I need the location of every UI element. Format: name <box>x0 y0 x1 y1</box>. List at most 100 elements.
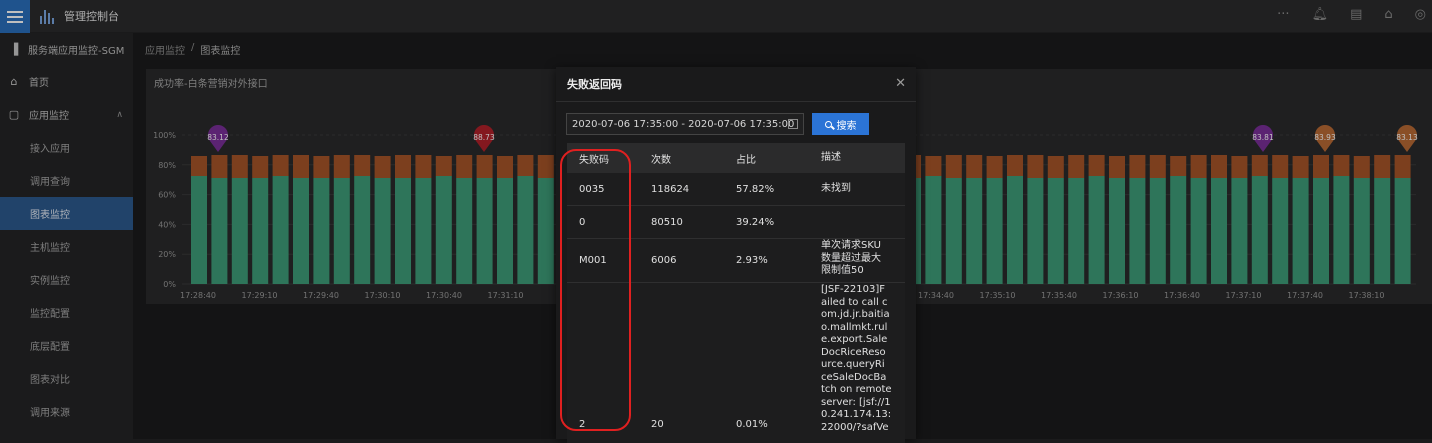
sidebar-item-host-monitor[interactable]: 主机监控 <box>0 230 133 263</box>
success-bar <box>374 178 391 284</box>
success-bar <box>966 178 983 284</box>
fail-bar <box>435 156 452 176</box>
marker-pin <box>208 125 228 152</box>
sidebar-item-base-config[interactable]: 底层配置 <box>0 329 133 362</box>
breadcrumb-root[interactable]: 应用监控 <box>145 46 185 57</box>
sidebar-item-home[interactable]: ⌂ 首页 <box>0 65 133 98</box>
filter-row: 2020-07-06 17:35:00 - 2020-07-06 17:35:0… <box>566 113 869 135</box>
menu-toggle-button[interactable] <box>0 0 30 33</box>
cell-desc <box>821 206 905 238</box>
success-bar <box>497 178 513 284</box>
success-bar <box>1394 178 1411 284</box>
bell-icon[interactable]: 🔔︎ <box>1311 7 1329 22</box>
x-tick-label: 17:31:10 <box>488 291 524 300</box>
marker-label: 83.93 <box>1314 133 1336 142</box>
modal-header: 失败返回码 <box>556 67 916 102</box>
x-tick-label: 17:34:40 <box>918 291 954 300</box>
fail-bar <box>1374 155 1391 178</box>
date-range-value: 2020-07-06 17:35:00 - 2020-07-06 17:35:0… <box>572 118 795 130</box>
marker-pin <box>474 125 494 152</box>
success-bar <box>945 178 962 284</box>
success-bar <box>1109 178 1125 284</box>
cell-code: M001 <box>579 255 607 266</box>
chevron-up-icon: ∧ <box>116 109 123 120</box>
sidebar-header-label: 服务端应用监控-SGM <box>28 45 125 57</box>
globe-icon[interactable]: ◎ <box>1414 7 1426 22</box>
sidebar-item-app-access[interactable]: 接入应用 <box>0 131 133 164</box>
sidebar-item-chart-monitor[interactable]: 图表监控 <box>0 197 133 230</box>
success-bar <box>517 176 534 284</box>
fail-bar <box>497 156 513 178</box>
x-tick-label: 17:37:10 <box>1226 291 1262 300</box>
shirt-icon[interactable]: ⌂ <box>1384 7 1393 22</box>
fail-bar <box>313 156 330 178</box>
fail-bar <box>1088 155 1105 176</box>
success-bar <box>211 178 228 284</box>
cell-desc: [JSF-22103]F ailed to call c om.jd.jr.ba… <box>821 283 905 443</box>
fail-bar <box>1313 155 1329 178</box>
column-header-count: 次数 <box>651 154 671 166</box>
sidebar-item-call-source[interactable]: 调用来源 <box>0 395 133 428</box>
success-bar <box>1251 176 1268 284</box>
x-tick-label: 17:29:40 <box>303 291 339 300</box>
fail-bar <box>1394 155 1411 178</box>
success-bar <box>1129 178 1146 284</box>
fail-bar <box>925 156 942 176</box>
sidebar-header[interactable]: ▐ 服务端应用监控-SGM <box>0 33 133 65</box>
desc-line: urce.queryRi <box>821 359 885 370</box>
table-row: 0035 118624 57.82% 未找到 <box>567 173 905 206</box>
close-icon[interactable]: ✕ <box>895 76 906 91</box>
date-range-picker[interactable]: 2020-07-06 17:35:00 - 2020-07-06 17:35:0… <box>566 113 804 135</box>
desc-line: ailed to call c <box>821 296 888 308</box>
search-icon <box>824 120 832 128</box>
desc-line: server: [jsf://1 <box>821 396 891 408</box>
sidebar-item-label: 首页 <box>29 78 49 89</box>
x-tick-label: 17:36:10 <box>1103 291 1139 300</box>
fail-bar <box>1251 155 1268 176</box>
fail-bar <box>456 155 473 178</box>
brand: 管理控制台 <box>40 8 119 24</box>
fail-bar <box>1068 155 1085 178</box>
desc-line: ceSaleDocBa <box>821 371 887 383</box>
fail-bar <box>1170 156 1187 176</box>
x-tick-label: 17:37:40 <box>1287 291 1323 300</box>
column-header-code: 失败码 <box>579 154 609 166</box>
breadcrumb: 应用监控 / 图表监控 <box>145 42 240 57</box>
sidebar-item-label: 监控配置 <box>30 309 70 320</box>
sidebar-item-instance-monitor[interactable]: 实例监控 <box>0 263 133 296</box>
top-bar: 管理控制台 ··· 🔔︎ ▤ ⌂ ◎ <box>0 0 1432 33</box>
fail-bar <box>1190 155 1207 178</box>
desc-line: 单次请求SKU <box>821 240 881 251</box>
app-title: 管理控制台 <box>64 10 119 23</box>
fail-bar <box>252 156 269 178</box>
fail-bar <box>1333 155 1350 176</box>
top-icons: ··· 🔔︎ ▤ ⌂ ◎ <box>1277 7 1426 22</box>
highlight-annotation <box>560 149 631 431</box>
sidebar-item-call-query[interactable]: 调用查询 <box>0 164 133 197</box>
desc-line: e.export.Sale <box>821 334 888 345</box>
sidebar-item-app-monitor[interactable]: ▢ 应用监控 ∧ <box>0 98 133 131</box>
fail-bar <box>333 155 350 178</box>
fail-bar <box>986 156 1003 178</box>
success-bar <box>293 178 309 284</box>
fail-bar <box>1047 156 1064 178</box>
desc-line: 限制值50 <box>821 265 864 276</box>
more-icon[interactable]: ··· <box>1277 7 1290 22</box>
sidebar-item-label: 图表对比 <box>30 375 70 386</box>
sidebar-item-label: 应用监控 <box>29 111 69 122</box>
doc-icon[interactable]: ▤ <box>1350 7 1363 22</box>
sidebar-item-chart-compare[interactable]: 图表对比 <box>0 362 133 395</box>
x-tick-label: 17:35:10 <box>980 291 1016 300</box>
success-bar <box>191 176 207 284</box>
sidebar-item-monitor-config[interactable]: 监控配置 <box>0 296 133 329</box>
service-icon: ▐ <box>9 42 19 56</box>
success-bar <box>1088 176 1105 284</box>
table-row: 0 80510 39.24% <box>567 206 905 239</box>
search-button[interactable]: 搜索 <box>812 113 869 135</box>
sidebar-item-label: 调用查询 <box>30 177 70 188</box>
cell-ratio: 39.24% <box>736 216 775 228</box>
x-tick-label: 17:29:10 <box>242 291 278 300</box>
desc-line: o.mallmkt.rul <box>821 321 888 333</box>
cell-ratio: 0.01% <box>736 419 768 430</box>
fail-bar <box>476 155 493 178</box>
